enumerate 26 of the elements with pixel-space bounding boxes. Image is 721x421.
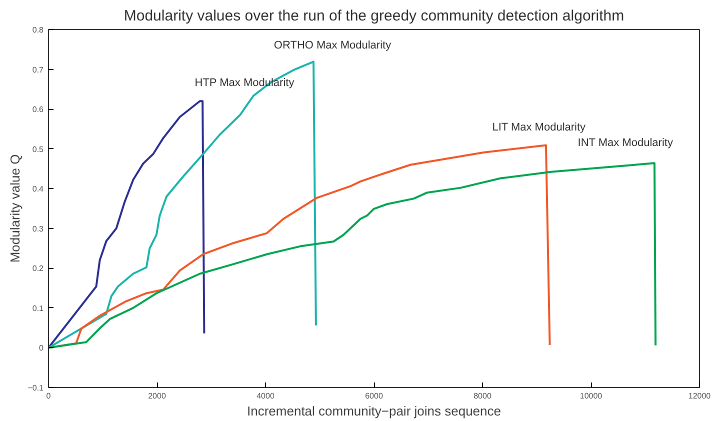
y-axis-title: Modularity value Q xyxy=(8,154,23,263)
line-series xyxy=(48,100,206,349)
chart-title: Modularity values over the run of the greedy community detection algorithm xyxy=(124,8,624,24)
x-tick-label: 12000 xyxy=(688,392,712,400)
line-series xyxy=(48,60,317,349)
y-tick-label: 0.8 xyxy=(32,26,44,34)
y-tick-label: 0.7 xyxy=(32,65,44,74)
x-tick-label: 2000 xyxy=(148,392,166,400)
annotation: LIT Max Modularity xyxy=(492,121,586,134)
y-tick-label: 0.6 xyxy=(32,105,44,114)
y-tick-label: 0.3 xyxy=(32,224,44,234)
x-tick-label: 6000 xyxy=(365,392,384,400)
x-tick-label: 0 xyxy=(46,392,52,400)
line-series xyxy=(48,162,657,349)
y-tick-label: 0 xyxy=(39,344,44,353)
y-tick-label: 0.4 xyxy=(32,184,44,194)
y-tick-label: 0.2 xyxy=(32,264,44,274)
x-tick-label: 10000 xyxy=(580,392,603,400)
annotation: ORTHO Max Modularity xyxy=(274,40,392,52)
x-tick-label: 4000 xyxy=(256,392,275,400)
x-tick-label: 8000 xyxy=(474,392,492,400)
y-tick-label: 0.5 xyxy=(32,144,44,154)
y-tick-label: 0.1 xyxy=(32,304,44,313)
annotation: INT Max Modularity xyxy=(578,137,674,150)
x-axis-title: Incremental community−pair joins sequence xyxy=(247,404,502,418)
y-tick-label: −0.1 xyxy=(28,384,44,392)
